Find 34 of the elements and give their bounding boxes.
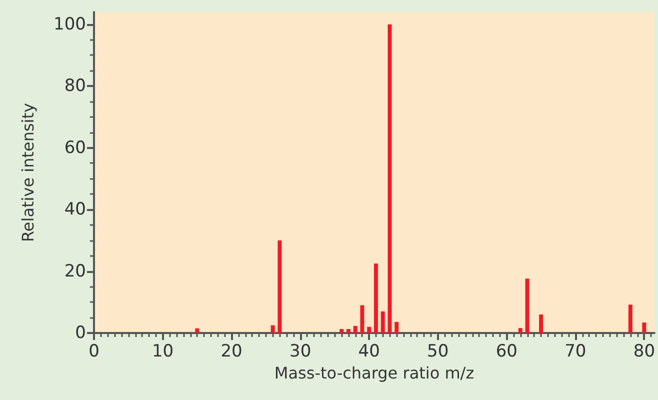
x-tick-label: 60: [496, 342, 518, 362]
bar: [525, 278, 530, 333]
y-tick-label: 20: [64, 261, 86, 282]
x-tick-label: 50: [427, 342, 449, 362]
bar: [380, 311, 385, 333]
x-tick-label: 10: [152, 342, 174, 362]
bar: [388, 24, 392, 333]
bar: [394, 322, 399, 333]
y-tick-label: 100: [54, 14, 86, 34]
bar: [642, 322, 646, 333]
bar: [374, 264, 378, 333]
y-tick-label: 80: [64, 76, 86, 96]
bar: [367, 326, 372, 333]
bar: [278, 240, 282, 333]
y-axis-title: Relative intensity: [18, 103, 38, 242]
y-tick-label: 0: [75, 323, 86, 343]
x-axis-title: Mass-to-charge ratio m/z: [274, 364, 474, 382]
bar: [628, 304, 632, 333]
y-tick-label: 60: [64, 138, 86, 158]
bar: [195, 328, 200, 333]
bar: [360, 305, 364, 333]
bar: [353, 326, 358, 333]
bar: [270, 325, 275, 333]
x-tick-label: 20: [220, 342, 242, 362]
bar: [539, 314, 544, 333]
y-tick-label: 40: [64, 200, 86, 220]
x-tick-label: 30: [290, 342, 312, 362]
bar: [518, 328, 522, 333]
x-tick-label: 80: [633, 342, 656, 362]
bar: [346, 328, 350, 333]
x-tick-label: 40: [358, 342, 380, 362]
bar: [340, 328, 344, 333]
x-tick-label: 70: [564, 342, 586, 362]
x-tick-label: 0: [88, 342, 100, 362]
